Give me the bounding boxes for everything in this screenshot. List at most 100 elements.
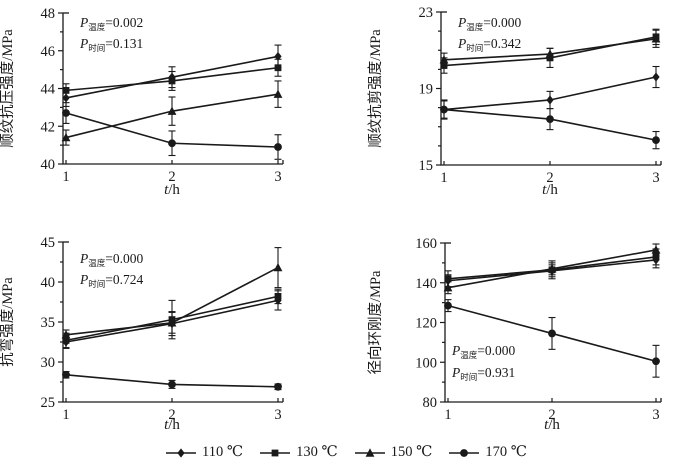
square-marker (62, 337, 70, 344)
x-axis-label: t/h (544, 417, 560, 433)
y-ticks (440, 242, 445, 403)
square-marker (274, 64, 282, 72)
series-170C (62, 109, 282, 151)
triangle-marker (61, 132, 71, 142)
y-tick-label: 40 (41, 157, 56, 173)
x-axis-label: t/h (164, 417, 180, 433)
y-tick-label: 80 (423, 395, 438, 411)
x-tick-label: 2 (168, 407, 175, 423)
square-legend-key (260, 449, 291, 456)
diamond-legend-key (166, 447, 197, 458)
triangle-marker (365, 447, 375, 457)
chart-grid: 40 42 44 46 48 1 2 3 顺纹抗压强度/MPa t/h P温度=0.002 P时间=0… (0, 5, 662, 433)
triangle-marker (439, 55, 449, 64)
legend: 110 ℃ 130 ℃ 150 ℃ 170 ℃ (0, 435, 692, 466)
triangle-marker (545, 49, 555, 58)
triangle-marker (273, 262, 283, 272)
series-150C (61, 262, 283, 339)
y-ticks (58, 241, 63, 403)
y-tick-label: 45 (41, 235, 56, 251)
y-tick-label: 19 (419, 82, 434, 98)
y-tick-label: 35 (41, 315, 56, 331)
square-marker (271, 449, 279, 456)
y-axis-label: 径向环刚度/MPa (367, 270, 384, 374)
diamond-marker (546, 95, 554, 105)
y-axis-label: 顺纹抗剪强度/MPa (366, 29, 384, 148)
x-tick-label: 3 (652, 407, 659, 423)
triangle-marker (273, 89, 283, 98)
series-170C (444, 301, 660, 366)
y-tick-label: 15 (419, 158, 434, 174)
p-value-annotation: P时间=0.131 (79, 36, 143, 53)
y-ticks (436, 11, 441, 166)
p-value-annotation: P温度=0.000 (457, 15, 522, 32)
square-marker (652, 253, 660, 261)
x-tick-label: 1 (444, 407, 451, 423)
triangle-marker (61, 330, 71, 339)
series-110C (62, 51, 282, 103)
axes (440, 11, 662, 166)
x-tick-label: 1 (62, 169, 69, 185)
y-axis-label: 顺纹抗压强度/MPa (0, 29, 16, 148)
y-tick-label: 46 (41, 44, 56, 60)
x-axis-label: t/h (542, 182, 558, 198)
x-axis-label: t/h (164, 182, 180, 198)
diamond-marker (652, 72, 660, 82)
y-axis-label: 抗弯强度/MPa (0, 277, 16, 367)
p-value-annotation: P时间=0.342 (457, 36, 521, 53)
legend-label: 170 ℃ (485, 444, 527, 460)
chart-compressive-strength: 40 42 44 46 48 1 2 3 顺纹抗压强度/MPa t/h P温度=0.002 P时间=0… (0, 6, 284, 198)
diamond-marker (62, 93, 70, 103)
square-marker (62, 86, 70, 94)
square-marker (440, 62, 448, 69)
x-ticks (65, 160, 279, 164)
legend-label: 130 ℃ (296, 444, 338, 460)
x-tick-label: 2 (168, 169, 175, 185)
p-value-annotation: P温度=0.000 (79, 251, 144, 268)
triangle-marker (547, 264, 557, 273)
p-value-annotation: P时间=0.931 (451, 365, 515, 382)
chart-bending-strength: 25 30 35 40 45 1 2 3 抗弯强度/MPa t/h P温度=0.000 P时间=0.7… (0, 235, 284, 433)
x-ticks (443, 161, 657, 165)
series-170C (440, 105, 660, 145)
chart-ring-stiffness: 80 100 120 140 160 1 2 3 径向环刚度/MPa t/h P温度=0.000 P时… (367, 236, 662, 433)
diamond-marker (177, 447, 185, 458)
y-tick-label: 160 (415, 236, 437, 252)
x-tick-label: 1 (62, 407, 69, 423)
series-110C (440, 72, 660, 115)
legend-item-110C: 110 ℃ (165, 444, 243, 461)
triangle-marker (651, 245, 661, 254)
series-150C (443, 245, 661, 292)
legend-label: 110 ℃ (202, 444, 244, 460)
y-tick-label: 40 (41, 275, 56, 291)
x-tick-label: 3 (652, 170, 659, 186)
diamond-marker (274, 51, 282, 62)
x-ticks (447, 398, 657, 402)
triangle-marker (443, 283, 453, 292)
x-tick-label: 3 (274, 169, 281, 185)
legend-item-170C: 170 ℃ (448, 444, 527, 461)
series-150C (439, 34, 661, 64)
triangle-marker (167, 318, 177, 327)
p-value-annotation: P温度=0.002 (79, 15, 143, 32)
series-150C (61, 89, 283, 142)
x-tick-label: 2 (548, 407, 555, 423)
y-tick-label: 30 (41, 355, 56, 371)
circle-legend-key (449, 448, 480, 457)
y-tick-label: 23 (419, 5, 434, 21)
square-marker (444, 275, 452, 283)
series-170C (62, 370, 282, 391)
y-ticks (58, 12, 63, 165)
triangle-legend-key (354, 447, 385, 457)
y-tick-label: 48 (41, 6, 56, 22)
p-value-annotation: P时间=0.724 (79, 272, 144, 289)
x-tick-label: 3 (274, 407, 281, 423)
triangle-marker (167, 106, 177, 115)
p-value-annotation: P温度=0.000 (451, 343, 516, 360)
y-tick-label: 100 (415, 355, 437, 371)
y-tick-label: 42 (41, 119, 56, 135)
legend-item-150C: 150 ℃ (354, 444, 432, 461)
y-tick-label: 120 (415, 316, 437, 332)
